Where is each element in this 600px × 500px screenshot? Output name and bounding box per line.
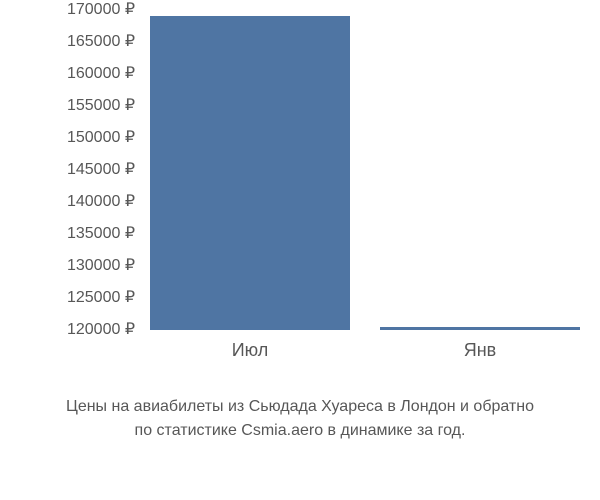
y-tick-label: 130000 ₽	[0, 258, 135, 274]
y-tick-label: 150000 ₽	[0, 130, 135, 146]
y-tick-label: 120000 ₽	[0, 322, 135, 338]
plot-area	[140, 10, 580, 330]
y-tick-label: 160000 ₽	[0, 66, 135, 82]
x-tick-label: Янв	[464, 340, 497, 361]
chart-caption: Цены на авиабилеты из Сьюдада Хуареса в …	[0, 395, 600, 443]
y-tick-label: 135000 ₽	[0, 226, 135, 242]
y-tick-label: 125000 ₽	[0, 290, 135, 306]
y-tick-label: 140000 ₽	[0, 194, 135, 210]
caption-line-2: по статистике Csmia.aero в динамике за г…	[0, 419, 600, 443]
bar	[150, 16, 350, 330]
y-tick-label: 155000 ₽	[0, 98, 135, 114]
x-axis: Июл Янв	[140, 340, 580, 370]
y-tick-label: 170000 ₽	[0, 2, 135, 18]
y-axis: 120000 ₽ 125000 ₽ 130000 ₽ 135000 ₽ 140000 ₽…	[0, 10, 135, 380]
y-tick-label: 145000 ₽	[0, 162, 135, 178]
caption-line-1: Цены на авиабилеты из Сьюдада Хуареса в …	[0, 395, 600, 419]
x-tick-label: Июл	[232, 340, 269, 361]
y-tick-label: 165000 ₽	[0, 34, 135, 50]
price-chart: 120000 ₽ 125000 ₽ 130000 ₽ 135000 ₽ 140000 ₽…	[0, 10, 600, 380]
bar	[380, 327, 580, 330]
